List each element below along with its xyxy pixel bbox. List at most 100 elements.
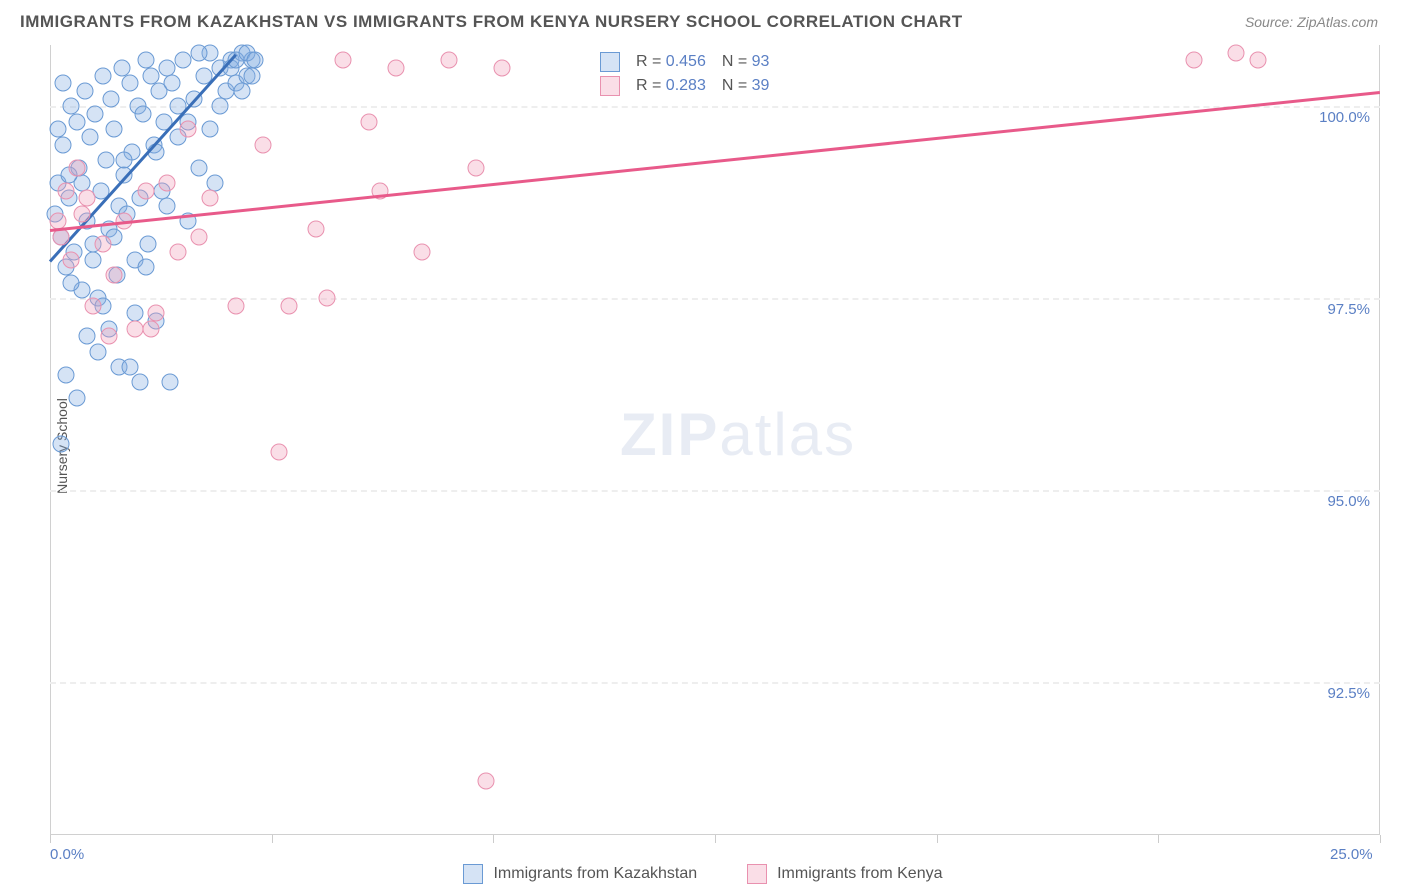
scatter-point xyxy=(95,236,112,253)
scatter-point xyxy=(334,52,351,69)
x-tick-mark xyxy=(715,835,716,843)
x-tick-mark xyxy=(937,835,938,843)
scatter-point xyxy=(87,106,104,123)
scatter-point xyxy=(57,182,74,199)
scatter-point xyxy=(105,267,122,284)
y-tick-label: 92.5% xyxy=(1327,685,1370,702)
scatter-point xyxy=(281,297,298,314)
series-legend: Immigrants from Kazakhstan Immigrants fro… xyxy=(0,864,1406,884)
grid-line xyxy=(50,106,1380,108)
legend-row: R = 0.283N = 39 xyxy=(600,74,769,98)
scatter-point xyxy=(49,121,66,138)
scatter-point xyxy=(201,121,218,138)
scatter-point xyxy=(76,83,93,100)
scatter-point xyxy=(143,320,160,337)
scatter-point xyxy=(81,129,98,146)
scatter-point xyxy=(201,190,218,207)
scatter-point xyxy=(57,366,74,383)
scatter-point xyxy=(159,198,176,215)
scatter-point xyxy=(190,159,207,176)
legend-swatch-icon xyxy=(463,864,483,884)
scatter-point xyxy=(100,328,117,345)
legend-swatch-icon xyxy=(747,864,767,884)
y-tick-label: 95.0% xyxy=(1327,493,1370,510)
scatter-point xyxy=(1228,44,1245,61)
x-tick-mark xyxy=(50,835,51,843)
scatter-point xyxy=(121,75,138,92)
scatter-point xyxy=(95,67,112,84)
scatter-point xyxy=(467,159,484,176)
x-tick-mark xyxy=(272,835,273,843)
scatter-point xyxy=(180,121,197,138)
scatter-point xyxy=(361,113,378,130)
scatter-point xyxy=(63,251,80,268)
x-tick-label: 0.0% xyxy=(50,846,84,863)
chart-title: IMMIGRANTS FROM KAZAKHSTAN VS IMMIGRANTS… xyxy=(20,12,963,32)
scatter-point xyxy=(84,297,101,314)
x-tick-mark xyxy=(1380,835,1381,843)
source-attribution: Source: ZipAtlas.com xyxy=(1245,14,1378,30)
scatter-point xyxy=(84,251,101,268)
legend-swatch-icon xyxy=(600,52,620,72)
scatter-point xyxy=(103,90,120,107)
scatter-point xyxy=(159,175,176,192)
scatter-point xyxy=(161,374,178,391)
scatter-point xyxy=(246,52,263,69)
scatter-point xyxy=(63,274,80,291)
scatter-point xyxy=(175,52,192,69)
scatter-point xyxy=(137,259,154,276)
legend-swatch-icon xyxy=(600,76,620,96)
scatter-point xyxy=(79,328,96,345)
scatter-point xyxy=(89,343,106,360)
legend-row: R = 0.456 N = 93 xyxy=(600,50,769,74)
x-tick-mark xyxy=(1158,835,1159,843)
correlation-legend: R = 0.456 N = 93 R = 0.283N = 39 xyxy=(600,50,769,98)
x-tick-label: 25.0% xyxy=(1330,846,1373,863)
scatter-point xyxy=(228,297,245,314)
y-axis-right-line xyxy=(1379,45,1380,835)
scatter-plot-area: 92.5%95.0%97.5%100.0%0.0%25.0% xyxy=(50,45,1380,835)
y-tick-label: 97.5% xyxy=(1327,301,1370,318)
scatter-point xyxy=(137,182,154,199)
scatter-point xyxy=(68,113,85,130)
scatter-point xyxy=(387,60,404,77)
scatter-point xyxy=(254,136,271,153)
scatter-point xyxy=(244,67,261,84)
scatter-point xyxy=(1249,52,1266,69)
scatter-point xyxy=(308,221,325,238)
scatter-point xyxy=(116,152,133,169)
legend-series-label: Immigrants from Kenya xyxy=(777,865,942,883)
scatter-point xyxy=(121,359,138,376)
scatter-point xyxy=(127,320,144,337)
scatter-point xyxy=(494,60,511,77)
legend-item: Immigrants from Kenya xyxy=(747,864,942,884)
scatter-point xyxy=(164,75,181,92)
grid-line xyxy=(50,298,1380,300)
scatter-point xyxy=(55,75,72,92)
scatter-point xyxy=(52,435,69,452)
legend-n-value: N = 93 xyxy=(722,53,770,71)
scatter-point xyxy=(414,244,431,261)
scatter-point xyxy=(135,106,152,123)
scatter-point xyxy=(68,159,85,176)
scatter-point xyxy=(169,244,186,261)
trend-line xyxy=(50,91,1380,232)
grid-line xyxy=(50,490,1380,492)
scatter-point xyxy=(105,121,122,138)
scatter-point xyxy=(55,136,72,153)
legend-r-value: R = 0.456 xyxy=(636,53,706,71)
scatter-point xyxy=(441,52,458,69)
scatter-point xyxy=(140,236,157,253)
x-tick-mark xyxy=(493,835,494,843)
legend-item: Immigrants from Kazakhstan xyxy=(463,864,697,884)
scatter-point xyxy=(73,205,90,222)
scatter-point xyxy=(212,98,229,115)
y-axis-line xyxy=(50,45,51,835)
scatter-point xyxy=(318,290,335,307)
scatter-point xyxy=(132,374,149,391)
scatter-point xyxy=(233,83,250,100)
scatter-point xyxy=(79,190,96,207)
scatter-point xyxy=(190,228,207,245)
legend-n-value: N = 39 xyxy=(722,77,770,95)
legend-series-label: Immigrants from Kazakhstan xyxy=(493,865,697,883)
